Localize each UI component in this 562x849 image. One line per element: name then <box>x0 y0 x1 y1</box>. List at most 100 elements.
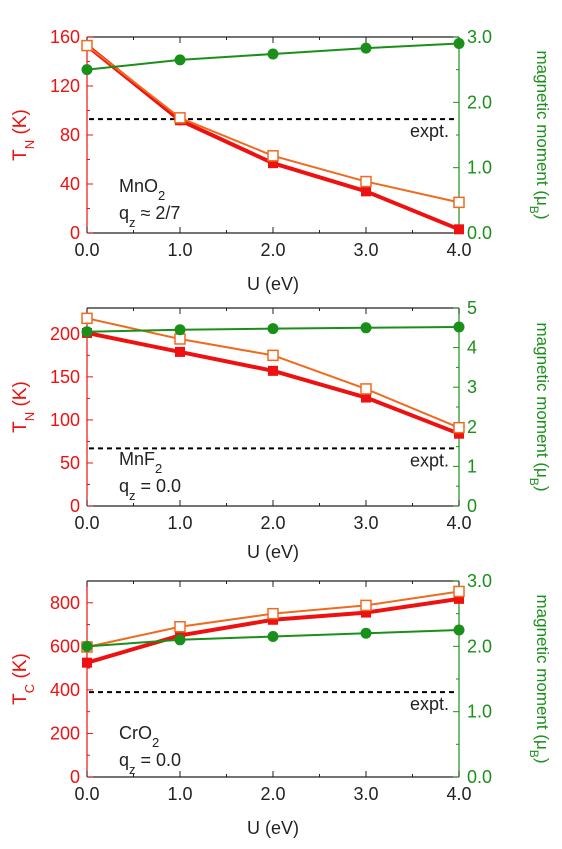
y-right-tick-label: 1 <box>467 456 477 476</box>
data-point-square-open <box>360 175 372 188</box>
y-left-tick-label: 120 <box>50 76 80 96</box>
y-axis-right-label: magnetic moment (μB) <box>527 595 552 764</box>
data-point-circle <box>453 321 465 333</box>
data-point-circle <box>267 48 279 60</box>
y-right-tick-label: 2 <box>467 417 477 437</box>
data-point-square-open <box>267 150 279 162</box>
data-point-circle <box>174 634 186 646</box>
data-point-circle <box>360 322 372 334</box>
x-tick-label: 2.0 <box>260 784 285 804</box>
y-left-tick-label: 600 <box>50 636 80 656</box>
x-tick-label: 0.0 <box>74 784 99 804</box>
data-point-circle <box>174 324 186 336</box>
y-right-tick-label: 0.0 <box>467 223 492 243</box>
y-left-tick-label: 0 <box>70 496 80 516</box>
x-tick-label: 3.0 <box>353 513 378 533</box>
x-tick-label: 1.0 <box>167 240 192 260</box>
data-point-square-open <box>360 383 372 395</box>
material-label: MnO2 <box>119 176 165 203</box>
data-point-square-filled <box>361 392 371 403</box>
data-point-circle <box>81 640 93 652</box>
data-point-circle <box>267 631 279 643</box>
y-right-tick-label: 1.0 <box>467 158 492 178</box>
data-point-square-open <box>267 349 279 362</box>
y-right-tick-label: 4 <box>467 338 477 358</box>
y-right-tick-label: 3.0 <box>467 27 492 47</box>
x-axis-label: U (eV) <box>247 274 299 294</box>
y-axis-right-label: magnetic moment (μB) <box>527 51 552 220</box>
data-point-circle <box>81 326 93 338</box>
y-left-tick-label: 50 <box>60 453 80 473</box>
x-tick-label: 2.0 <box>260 513 285 533</box>
y-axis-right-label: magnetic moment (μB) <box>527 323 552 492</box>
x-tick-label: 4.0 <box>446 784 471 804</box>
y-right-tick-label: 2.0 <box>467 92 492 112</box>
x-tick-label: 4.0 <box>446 513 471 533</box>
x-tick-label: 4.0 <box>446 240 471 260</box>
y-left-tick-label: 100 <box>50 410 80 430</box>
data-point-square-open <box>174 620 186 633</box>
y-left-tick-label: 150 <box>50 367 80 387</box>
y-axis-left-label: TN (K) <box>10 381 37 433</box>
data-point-square-open <box>453 585 465 598</box>
data-point-circle <box>174 54 186 66</box>
data-point-square-open <box>267 607 279 620</box>
x-tick-label: 0.0 <box>74 513 99 533</box>
data-point-square-open <box>81 39 93 52</box>
data-point-circle <box>81 64 93 76</box>
data-point-circle <box>453 38 465 50</box>
data-point-square-filled <box>268 158 278 169</box>
qz-label: qz = 0.0 <box>119 476 181 503</box>
y-right-tick-label: 1.0 <box>467 702 492 722</box>
data-point-square-filled <box>268 365 278 376</box>
data-point-square-filled <box>454 593 464 604</box>
x-tick-label: 2.0 <box>260 240 285 260</box>
series-line-square-filled <box>86 331 460 436</box>
panel-3: 0.0 1.0 2.0 3.0 4.0 0 200 400 600 800 0.0 1.0 2.0 3.0… <box>10 571 552 838</box>
data-point-circle <box>267 323 279 335</box>
data-point-square-filled <box>175 346 185 357</box>
data-point-square-filled <box>268 614 278 625</box>
y-left-tick-label: 80 <box>60 125 80 145</box>
x-tick-label: 0.0 <box>74 240 99 260</box>
expt-label: expt. <box>410 450 449 470</box>
y-left-tick-label: 40 <box>60 174 80 194</box>
panel-1: 0.0 1.0 2.0 3.0 4.0 0 40 80 120 160 0.0 1.0 2.0 3.0 U … <box>10 27 552 294</box>
qz-label: qz = 0.0 <box>119 750 181 777</box>
data-point-square-filled <box>454 224 464 235</box>
data-point-square-open <box>174 112 186 124</box>
expt-label: expt. <box>410 694 449 714</box>
data-point-square-open <box>453 421 465 434</box>
data-point-square-filled <box>361 607 371 618</box>
qz-label: qz ≈ 2/7 <box>119 203 180 230</box>
x-tick-label: 1.0 <box>167 784 192 804</box>
material-label: CrO2 <box>119 723 159 750</box>
series-line-square-filled <box>85 44 460 232</box>
y-axis-left-label: TC (K) <box>10 653 37 705</box>
y-left-tick-label: 0 <box>70 767 80 787</box>
y-right-tick-label: 0 <box>467 496 477 516</box>
x-tick-label: 1.0 <box>167 513 192 533</box>
y-left-tick-label: 0 <box>70 223 80 243</box>
data-point-square-filled <box>361 186 371 197</box>
data-point-square-open <box>81 312 93 325</box>
x-axis-label: U (eV) <box>247 542 299 562</box>
y-left-tick-label: 400 <box>50 680 80 700</box>
expt-label: expt. <box>410 121 449 141</box>
data-point-circle <box>360 627 372 639</box>
y-right-tick-label: 0.0 <box>467 767 492 787</box>
y-left-tick-label: 800 <box>50 593 80 613</box>
data-point-square-filled <box>82 657 92 668</box>
y-right-tick-label: 3.0 <box>467 571 492 591</box>
data-point-square-open <box>453 196 465 209</box>
y-right-tick-label: 3 <box>467 377 477 397</box>
data-point-circle <box>360 42 372 54</box>
y-right-tick-label: 2.0 <box>467 636 492 656</box>
data-point-square-open <box>360 599 372 612</box>
y-left-tick-label: 200 <box>50 324 80 344</box>
y-left-tick-label: 160 <box>50 27 80 47</box>
material-label: MnF2 <box>119 449 162 476</box>
data-point-square-open <box>174 333 186 345</box>
